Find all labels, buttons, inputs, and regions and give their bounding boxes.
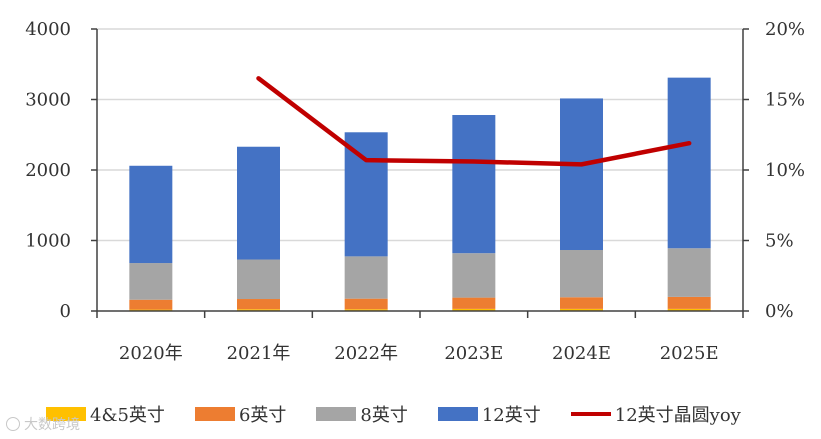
x-tick-label: 2020年 [119, 343, 183, 364]
legend-item-12inch: 12英寸 [437, 401, 541, 427]
left-tick-label: 0 [60, 301, 71, 322]
bar-segment [129, 165, 173, 264]
legend-label: 12英寸 [481, 405, 541, 426]
x-tick-label: 2021年 [227, 343, 291, 364]
legend-label: 8英寸 [360, 405, 408, 426]
left-axis-ticks: 0 1000 2000 3000 4000 [25, 19, 71, 322]
right-tick-label: 0% [765, 301, 794, 322]
legend-item-8inch: 8英寸 [316, 401, 408, 427]
bar-segment [452, 297, 496, 309]
right-tick-label: 10% [765, 160, 805, 181]
yoy-line [256, 76, 692, 167]
bar-segment [129, 263, 173, 300]
bar-segment [560, 250, 603, 298]
bar-segment [344, 132, 388, 257]
bar-segment [129, 299, 173, 310]
legend-item-4-5inch: 4&5英寸 [46, 401, 165, 427]
bar-segment [237, 299, 280, 310]
legend-swatch [194, 407, 235, 421]
watermark: 大数跨境 [6, 414, 80, 434]
legend-swatch [46, 407, 86, 421]
gridlines [97, 28, 743, 242]
right-tick-label: 20% [765, 19, 805, 40]
bar-segment [237, 259, 280, 300]
bar-segment [560, 308, 603, 311]
bar-segment [667, 77, 711, 249]
bars [129, 77, 711, 311]
legend-label: 4&5英寸 [90, 405, 165, 426]
bar-segment [344, 298, 388, 310]
right-tick-label: 5% [765, 231, 794, 252]
axes [91, 28, 749, 318]
legend-item-6inch: 6英寸 [194, 401, 287, 427]
bar-segment [452, 308, 496, 311]
bar-segment [667, 308, 711, 311]
bar-segment [560, 297, 603, 309]
left-tick-label: 3000 [25, 90, 71, 111]
x-tick-label: 2024E [552, 343, 611, 364]
bar-segment [344, 309, 388, 311]
bar-segment [237, 309, 280, 311]
x-axis-ticks: 2020年 2021年 2022年 2023E 2024E 2025E [119, 343, 719, 364]
watermark-text: 大数跨境 [24, 417, 80, 433]
legend-item-12inch-yoy: 12英寸晶圆yoy [570, 401, 741, 427]
right-tick-label: 15% [765, 90, 805, 111]
legend-label: 12英寸晶圆yoy [614, 405, 741, 426]
bar-segment [667, 248, 711, 297]
right-axis-ticks: 0% 5% 10% 15% 20% [765, 19, 805, 322]
legend-label: 6英寸 [238, 405, 287, 426]
left-tick-label: 4000 [25, 19, 71, 40]
x-tick-label: 2023E [444, 343, 503, 364]
bar-segment [667, 296, 711, 309]
bar-segment [344, 256, 388, 299]
bar-segment [452, 115, 496, 254]
x-tick-label: 2025E [660, 343, 719, 364]
bar-segment [237, 146, 280, 260]
legend: 4&5英寸 6英寸 8英寸 12英寸 12英寸晶圆yoy [46, 400, 771, 428]
watermark-logo-icon [6, 417, 20, 431]
bar-segment [452, 253, 496, 298]
x-tick-label: 2022年 [334, 343, 398, 364]
bar-segment [560, 98, 603, 251]
left-tick-label: 1000 [25, 231, 71, 252]
left-tick-label: 2000 [25, 160, 71, 181]
legend-swatch [437, 407, 478, 421]
legend-line-swatch [570, 412, 611, 416]
legend-swatch [316, 407, 357, 421]
